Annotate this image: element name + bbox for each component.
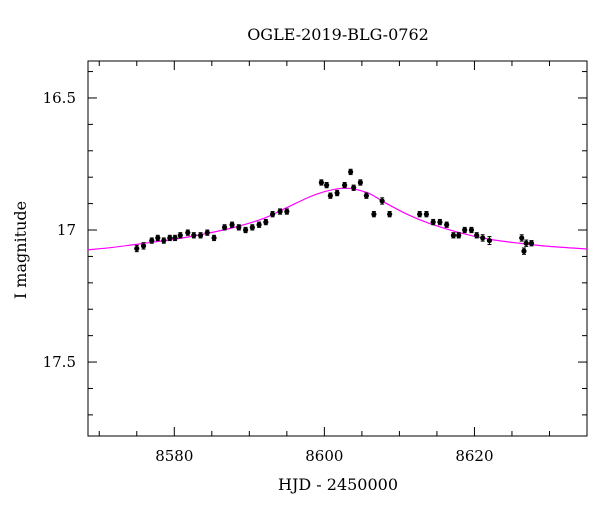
data-point: [351, 185, 357, 191]
data-point: [334, 190, 340, 196]
data-point: [318, 179, 324, 186]
data-point: [348, 169, 354, 175]
data-point: [371, 211, 377, 217]
x-tick-label: 8580: [155, 447, 193, 465]
data-point: [417, 211, 423, 217]
data-point: [437, 219, 443, 225]
data-point: [468, 227, 475, 233]
data-point: [444, 222, 450, 228]
data-point: [521, 248, 527, 254]
data-point: [480, 235, 486, 241]
y-tick-label: 16.5: [43, 89, 76, 107]
data-point: [155, 235, 161, 241]
data-point: [519, 235, 525, 241]
data-point: [284, 208, 290, 215]
data-point: [211, 235, 217, 241]
plot-area: 8580 8600 8620 16.5 17 17.5: [43, 60, 588, 465]
chart-title: OGLE-2019-BLG-0762: [247, 25, 429, 44]
x-tick-label: 8600: [305, 447, 343, 465]
data-point: [161, 237, 167, 244]
data-point: [172, 235, 178, 241]
data-point: [523, 240, 529, 246]
data-point: [342, 182, 348, 188]
data-point: [204, 230, 210, 236]
data-point: [462, 227, 468, 233]
data-point: [249, 224, 255, 230]
data-point: [474, 232, 480, 238]
data-point: [236, 224, 242, 230]
data-point: [379, 198, 385, 204]
data-point: [423, 211, 430, 217]
data-point: [263, 219, 269, 225]
data-point: [486, 237, 493, 244]
y-tick-label: 17: [57, 221, 76, 239]
y-axis-label: I magnitude: [11, 201, 30, 299]
data-point: [528, 240, 535, 246]
data-point: [363, 193, 369, 199]
data-point: [327, 193, 333, 199]
x-axis-label: HJD - 2450000: [278, 475, 398, 494]
data-point: [221, 224, 228, 230]
data-point: [387, 211, 393, 217]
data-point: [185, 230, 191, 236]
data-point: [197, 232, 204, 238]
data-point: [256, 222, 262, 228]
data-point: [277, 208, 283, 215]
data-point: [140, 243, 147, 249]
data-point: [357, 179, 363, 186]
data-point: [167, 235, 173, 241]
data-point: [450, 232, 457, 238]
data-point: [149, 237, 155, 244]
plot-frame: [87, 60, 588, 437]
x-tick-label: 8620: [455, 447, 493, 465]
y-tick-label: 17.5: [43, 353, 76, 371]
data-point: [269, 211, 276, 217]
data-point: [134, 245, 140, 252]
data-point: [456, 232, 462, 238]
data-point: [191, 232, 197, 238]
data-point: [242, 227, 249, 233]
data-point: [430, 219, 436, 225]
data-point: [229, 222, 235, 228]
data-point: [177, 232, 183, 238]
data-point: [324, 182, 330, 188]
